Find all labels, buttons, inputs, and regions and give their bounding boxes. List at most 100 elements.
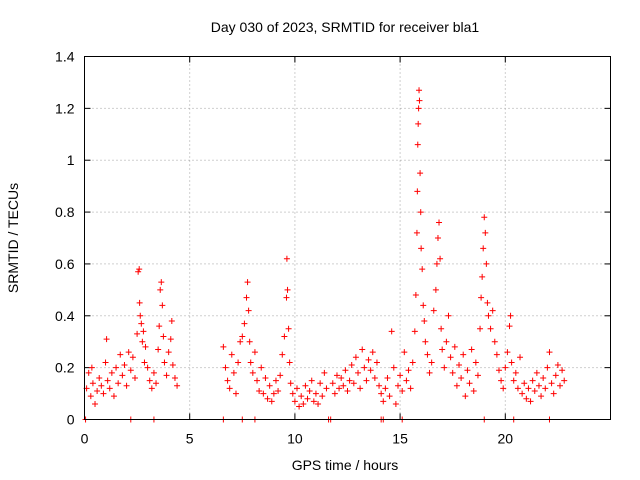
grid-lines	[84, 56, 611, 420]
data-point	[529, 377, 536, 384]
data-point	[96, 375, 103, 382]
data-point	[148, 385, 155, 392]
data-point	[559, 367, 566, 374]
data-point	[552, 372, 559, 379]
data-point	[169, 362, 176, 369]
data-point	[140, 328, 147, 335]
data-point	[480, 245, 487, 252]
data-point	[127, 367, 134, 374]
data-point	[443, 338, 450, 345]
data-point	[165, 349, 172, 356]
data-point	[409, 359, 416, 366]
data-point	[401, 349, 408, 356]
data-point	[414, 141, 421, 148]
data-point	[415, 105, 422, 112]
data-point	[365, 356, 372, 363]
data-point	[421, 317, 428, 324]
data-point	[382, 385, 389, 392]
data-point	[413, 229, 420, 236]
data-point	[85, 369, 92, 376]
data-point	[533, 369, 540, 376]
data-point	[546, 349, 553, 356]
data-point	[125, 349, 132, 356]
data-point	[304, 395, 311, 402]
y-tick-label: 0.4	[55, 308, 75, 324]
data-point	[92, 400, 99, 407]
data-point	[405, 367, 412, 374]
data-point	[98, 382, 105, 389]
data-point	[430, 307, 437, 314]
data-point	[136, 266, 143, 273]
data-point	[367, 367, 374, 374]
y-tick-label: 0.8	[55, 204, 75, 220]
data-point	[174, 382, 181, 389]
data-point	[483, 260, 490, 267]
data-point	[158, 279, 165, 286]
data-point	[561, 377, 568, 384]
data-point	[399, 387, 406, 394]
data-point	[287, 380, 294, 387]
data-point	[378, 390, 385, 397]
data-point	[359, 346, 366, 353]
data-point	[123, 382, 130, 389]
data-point	[100, 390, 107, 397]
data-point	[482, 229, 489, 236]
data-point	[146, 377, 153, 384]
chart-title: Day 030 of 2023, SRMTID for receiver bla…	[211, 19, 480, 35]
x-tick-label: 15	[392, 431, 408, 447]
data-point	[436, 219, 443, 226]
data-point	[416, 87, 423, 94]
data-point	[131, 375, 138, 382]
data-point	[472, 359, 479, 366]
data-point	[161, 359, 168, 366]
data-point	[272, 377, 279, 384]
data-point	[94, 387, 101, 394]
data-point	[289, 390, 296, 397]
data-point	[403, 377, 410, 384]
data-point	[464, 367, 471, 374]
data-point	[346, 377, 353, 384]
data-point	[419, 266, 426, 273]
data-point	[306, 387, 313, 394]
data-point	[340, 382, 347, 389]
data-point	[535, 382, 542, 389]
data-point	[108, 369, 115, 376]
data-point	[462, 393, 469, 400]
data-point	[517, 354, 524, 361]
data-point	[453, 382, 460, 389]
data-point	[523, 395, 530, 402]
data-point	[222, 364, 229, 371]
data-point	[538, 393, 545, 400]
data-point	[281, 333, 288, 340]
data-point	[521, 380, 528, 387]
data-point	[495, 367, 502, 374]
data-point	[258, 364, 265, 371]
data-point	[89, 380, 96, 387]
data-point	[279, 351, 286, 358]
data-point	[157, 286, 164, 293]
data-point	[426, 369, 433, 376]
data-point	[138, 320, 145, 327]
data-point	[510, 377, 517, 384]
data-point	[137, 312, 144, 319]
data-point	[388, 328, 395, 335]
data-point	[415, 120, 422, 127]
data-point	[317, 380, 324, 387]
data-point	[323, 385, 330, 392]
data-point	[268, 398, 275, 405]
data-point	[333, 372, 340, 379]
data-point	[548, 380, 555, 387]
data-point	[283, 255, 290, 262]
data-point	[153, 380, 160, 387]
data-point	[239, 333, 246, 340]
data-point	[437, 255, 444, 262]
data-point	[420, 302, 427, 309]
data-point	[439, 346, 446, 353]
data-point	[235, 359, 242, 366]
data-point	[527, 398, 534, 405]
data-point	[243, 294, 250, 301]
data-point	[260, 390, 267, 397]
y-tick-label: 1	[67, 152, 75, 168]
data-point	[338, 375, 345, 382]
data-point	[134, 330, 141, 337]
